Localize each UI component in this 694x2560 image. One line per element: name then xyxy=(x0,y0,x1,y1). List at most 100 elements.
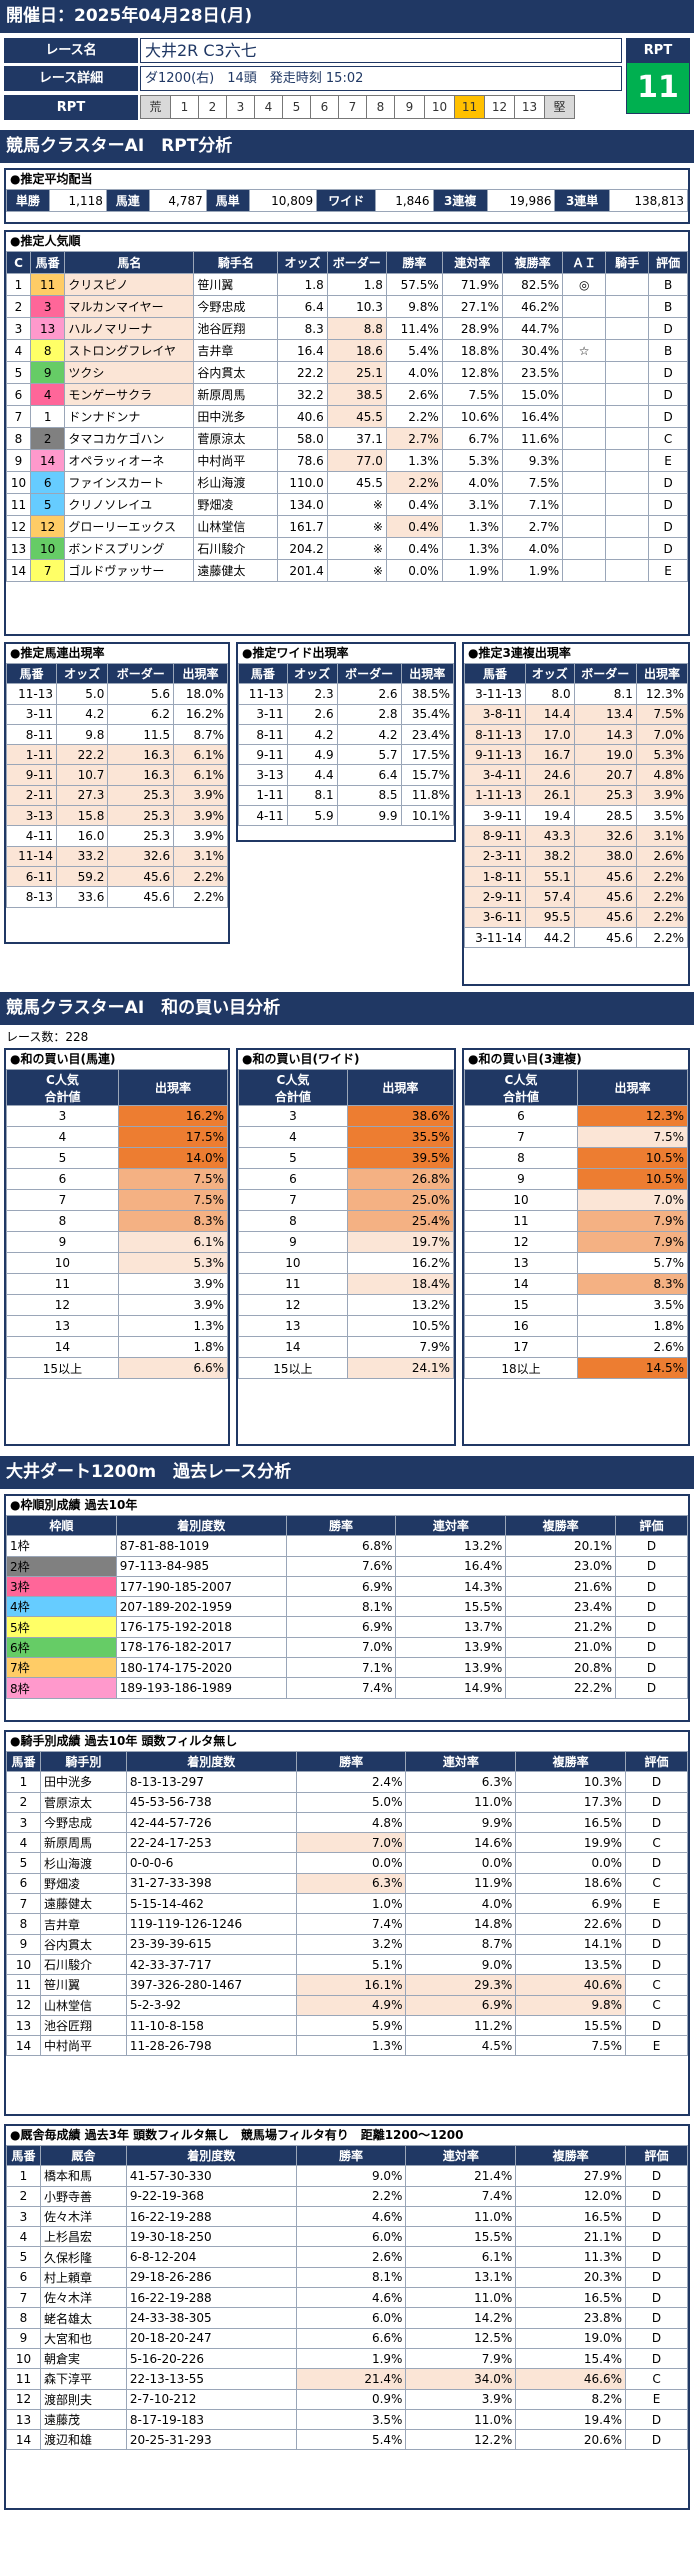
table-cell: D xyxy=(625,1771,688,1793)
table-row: 9 大宮和也 20-18-20-247 6.6% 12.5% 19.0% D xyxy=(6,2327,688,2349)
race-name: 大井2R C3六七 xyxy=(140,38,622,63)
table-cell: 0.4% xyxy=(385,537,443,560)
payout-value: 10,809 xyxy=(248,189,318,212)
table-cell: 1.9% xyxy=(501,559,564,582)
table-cell: 7.5% xyxy=(117,1168,229,1190)
table-cell: 22-24-17-253 xyxy=(125,1832,297,1854)
trio-rate-table: 馬番 オッズ ボーダー 出現率 3-11-13 8.0 8.1 12.3% 3-8-11 14.4… xyxy=(464,662,689,949)
table-cell: 23.4% xyxy=(505,1596,617,1618)
column-header: 複勝率 xyxy=(501,251,564,274)
table-cell: 8.7% xyxy=(173,723,228,746)
table-cell: 5枠 xyxy=(6,1616,117,1638)
table-row: 7 7.5% xyxy=(6,1189,229,1211)
table-row: 1-11-13 26.1 25.3 3.9% xyxy=(464,784,689,807)
table-cell: 10 xyxy=(6,1953,41,1976)
table-cell: 14.3% xyxy=(395,1575,507,1598)
table-cell: 8 xyxy=(464,1147,578,1169)
rpt-box: 8 xyxy=(367,95,395,119)
table-cell: 渡辺和雄 xyxy=(39,2429,127,2451)
table-row: 3-4-11 24.6 20.7 4.8% xyxy=(464,764,689,786)
table-cell: 57.4 xyxy=(524,886,575,908)
table-cell: B xyxy=(648,339,688,362)
table-cell: 1-11-13 xyxy=(464,784,526,807)
table-cell: 遠藤健太 xyxy=(193,559,279,582)
table-cell: 石川駿介 xyxy=(39,1953,127,1976)
table-cell: 14 xyxy=(6,2429,41,2451)
table-cell: 23.4% xyxy=(400,723,455,746)
table-cell: 11 xyxy=(464,1210,578,1232)
table-cell: 11.0% xyxy=(405,2205,517,2228)
table-cell: 2.6 xyxy=(286,703,338,725)
table-cell: ファインスカート xyxy=(64,471,195,494)
table-cell: 5.0% xyxy=(295,1791,407,1813)
rpt-badge: RPT 11 xyxy=(626,38,690,114)
table-row: 11-14 33.2 32.6 3.1% xyxy=(6,845,228,867)
table-cell: 田中洸多 xyxy=(39,1771,127,1793)
table-row: 2-9-11 57.4 45.6 2.2% xyxy=(464,886,689,908)
table-cell: 8-11 xyxy=(238,723,288,746)
table-cell: D xyxy=(648,317,688,340)
table-row: 11-13 5.0 5.6 18.0% xyxy=(6,683,228,705)
table-row: 3 16.2% xyxy=(6,1105,229,1127)
table-cell: C xyxy=(648,427,688,450)
table-cell: 16.5% xyxy=(515,2205,627,2228)
table-cell: 17 xyxy=(464,1336,578,1358)
table-cell: 6 xyxy=(238,1168,348,1190)
table-header-row: 馬番 オッズ ボーダー 出現率 xyxy=(238,662,455,685)
table-cell: 14 xyxy=(6,559,31,582)
table-cell: 4.9 xyxy=(286,744,338,766)
table-cell: 2.7% xyxy=(501,515,564,538)
table-cell: 5.9 xyxy=(286,805,338,827)
table-cell: 7 xyxy=(6,1189,119,1211)
table-cell: 14 xyxy=(6,2035,41,2057)
table-cell: 7.9% xyxy=(405,2347,517,2370)
table-cell: クリノソレイユ xyxy=(64,493,195,516)
table-cell: 2.2% xyxy=(635,926,689,949)
table-row: 2-11 27.3 25.3 3.9% xyxy=(6,784,228,807)
column-header: 馬番 xyxy=(6,2144,41,2167)
table-cell: 9-22-19-368 xyxy=(125,2185,297,2207)
table-row: 3-11 2.6 2.8 35.4% xyxy=(238,703,455,725)
table-cell: 1.9% xyxy=(441,559,503,582)
table-cell: 6.9% xyxy=(285,1575,397,1598)
table-cell: 中村尚平 xyxy=(39,2035,127,2057)
table-cell: 13 xyxy=(6,2014,41,2037)
table-cell: 8.8 xyxy=(326,317,387,340)
table-cell: 11.5 xyxy=(107,723,175,746)
table-cell: 16 xyxy=(464,1315,578,1337)
column-header: オッズ xyxy=(524,662,575,685)
table-cell: 32.6 xyxy=(573,825,637,847)
table-cell: 15.4% xyxy=(515,2347,627,2370)
table-cell: 40.6% xyxy=(515,1974,627,1996)
table-cell: C xyxy=(625,1832,688,1854)
table-cell: 32.2 xyxy=(277,383,328,406)
column-header: 馬番 xyxy=(464,662,526,685)
column-header: C人気 合計値 xyxy=(238,1069,348,1106)
table-cell: 12.2% xyxy=(405,2429,517,2451)
table-cell: 161.7 xyxy=(277,515,328,538)
table-cell: 4.0% xyxy=(385,361,443,384)
table-cell: 中村尚平 xyxy=(193,449,279,472)
table-cell xyxy=(605,383,650,406)
table-row: 6 4 モンゲーサクラ 新原周馬 32.2 38.5 2.6% 7.5% 15.0% D xyxy=(6,383,688,406)
table-row: 3 佐々木洋 16-22-19-288 4.6% 11.0% 16.5% D xyxy=(6,2205,688,2228)
table-cell: 8.1 xyxy=(286,784,338,807)
table-cell: 78.6 xyxy=(277,449,328,472)
table-header-row: 馬番 オッズ ボーダー 出現率 xyxy=(464,662,689,685)
table-row: 7 1 ドンナドンナ 田中洸多 40.6 45.5 2.2% 10.6% 16.4% D xyxy=(6,405,688,428)
table-row: 4 新原周馬 22-24-17-253 7.0% 14.6% 19.9% C xyxy=(6,1832,688,1854)
table-cell: 6.4 xyxy=(336,764,402,786)
table-cell: 9.0% xyxy=(295,2165,407,2187)
table-row: 2枠 97-113-84-985 7.6% 16.4% 23.0% D xyxy=(6,1555,688,1577)
table-cell xyxy=(562,427,607,450)
rpt-badge-head: RPT xyxy=(627,39,689,63)
column-header: 評価 xyxy=(625,2144,688,2167)
column-header: 着別度数 xyxy=(125,2144,297,2167)
table-cell: 5-2-3-92 xyxy=(125,1994,297,2016)
table-row: 6枠 178-176-182-2017 7.0% 13.9% 21.0% D xyxy=(6,1636,688,1659)
wide-rate-table: 馬番 オッズ ボーダー 出現率 11-13 2.3 2.6 38.5% 3-11 2.6 2.8 35… xyxy=(238,662,455,827)
table-cell: 134.0 xyxy=(277,493,328,516)
table-cell: 4-11 xyxy=(238,805,288,827)
table-row: 8-13 33.6 45.6 2.2% xyxy=(6,886,228,908)
column-header: 勝率 xyxy=(295,2144,407,2167)
